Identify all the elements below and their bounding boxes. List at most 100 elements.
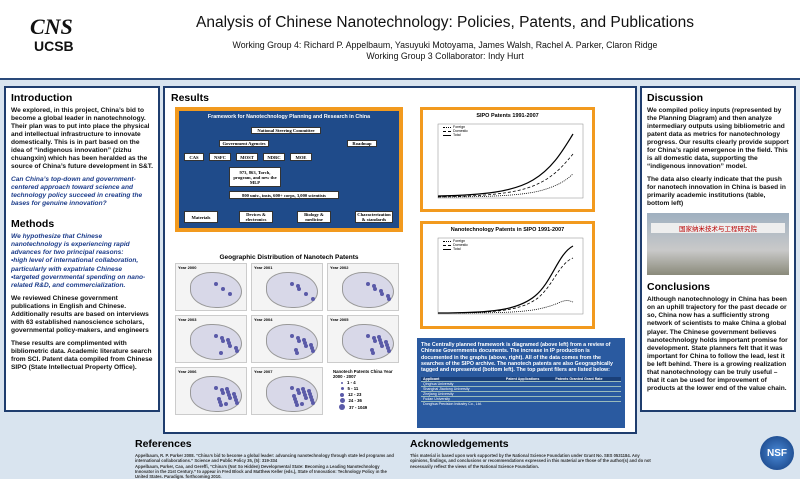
text: These results are complimented with bibl… xyxy=(11,340,153,372)
map-shape xyxy=(190,272,242,308)
legend-item: 24 - 36 xyxy=(333,398,403,403)
node: Roadmap xyxy=(347,140,377,147)
legend-swatch xyxy=(443,245,451,246)
legend-dot xyxy=(341,382,343,384)
map-dot xyxy=(377,335,381,339)
reference: Appelbaum, R. P. Parker 2008. “China’s b… xyxy=(135,453,395,464)
left-column: Introduction We explored, in this projec… xyxy=(4,86,160,412)
legend-dot xyxy=(341,387,344,390)
references: References Appelbaum, R. P. Parker 2008.… xyxy=(135,438,395,479)
map: Year 2002 xyxy=(327,263,399,311)
legend-item: Total xyxy=(443,133,468,137)
table-header-cell: Patents Granted Grant Rate xyxy=(553,377,621,382)
node: 973, 863, Torch, program, and new the ML… xyxy=(229,167,281,187)
map-grid: Year 2000 Year 2001 Year 2002 Year 2003 Year… xyxy=(175,263,403,423)
logo-top: CNS xyxy=(30,14,73,40)
text: We compiled policy inputs (represented b… xyxy=(647,107,789,171)
nano-chart-frame: Nanotechnology Patents in SIPO 1991-2007… xyxy=(420,221,595,329)
reference: Appelbaum, Parker, Cao, and Gereffi, “Ch… xyxy=(135,464,395,479)
map-dot xyxy=(379,289,383,293)
map-dot xyxy=(220,336,224,340)
legend-swatch xyxy=(443,241,451,242)
map-dot xyxy=(228,292,232,296)
nsf-logo: NSF xyxy=(760,436,794,470)
text: We explored, in this project, China’s bi… xyxy=(11,107,153,171)
map-dot xyxy=(219,351,223,355)
legend-label: 12 - 23 xyxy=(348,392,361,397)
map-year: Year 2001 xyxy=(254,265,272,270)
legend-dot xyxy=(340,398,345,403)
node: NDRC xyxy=(263,153,285,161)
text: The data also clearly indicate that the … xyxy=(647,176,789,208)
node: Biology & medicine xyxy=(297,211,331,223)
collaborator: Working Group 3 Collaborator: Indy Hurt xyxy=(160,51,730,61)
map-shape xyxy=(190,324,242,360)
map: Year 2007 xyxy=(251,367,323,415)
legend-item: 37 - 1049 xyxy=(333,404,403,410)
map-dot xyxy=(214,282,218,286)
legend-label: 5 - 11 xyxy=(348,386,359,391)
map-dot xyxy=(296,388,300,392)
results: Results Framework for Nanotechnology Pla… xyxy=(163,86,637,434)
right-column: Discussion We compiled policy inputs (re… xyxy=(640,86,796,412)
map-dot xyxy=(302,338,306,342)
map-year: Year 2003 xyxy=(178,317,196,322)
authors: Working Group 4: Richard P. Appelbaum, Y… xyxy=(160,40,730,50)
map-shape xyxy=(342,272,394,308)
node: Devices & electronics xyxy=(239,211,273,223)
text: We reviewed Chinese government publicati… xyxy=(11,295,153,335)
map-dot xyxy=(386,294,390,298)
legend-item: 12 - 23 xyxy=(333,392,403,397)
map: Year 2004 xyxy=(251,315,323,363)
text: Can China’s top-down and government-cent… xyxy=(11,176,153,208)
node: CAS xyxy=(184,153,204,161)
node: Characterization & standards xyxy=(355,211,393,223)
map-dot xyxy=(370,348,374,352)
map: Year 2005 xyxy=(327,315,399,363)
map-dot xyxy=(225,387,229,391)
acknowledgements: Acknowledgements This material is based … xyxy=(410,438,655,469)
table-row: Shanghai Jiaotong University xyxy=(421,386,621,391)
map-dot xyxy=(366,282,370,286)
table-header-cell: Patent Applications xyxy=(504,377,553,382)
heading: Acknowledgements xyxy=(410,438,655,450)
map-shape xyxy=(266,324,318,360)
map: Year 2001 xyxy=(251,263,323,311)
map-dot xyxy=(221,287,225,291)
map-dot xyxy=(384,340,388,344)
map-year: Year 2004 xyxy=(254,317,272,322)
text: Although nanotechnology in China has bee… xyxy=(647,296,789,392)
legend-label: 1 - 4 xyxy=(347,380,356,385)
map: Year 2000 xyxy=(175,263,247,311)
map-dot xyxy=(301,387,305,391)
legend-dot xyxy=(339,404,345,410)
map-dot xyxy=(234,346,238,350)
text: •high level of international collaborati… xyxy=(11,257,153,273)
legend-item: 1 - 4 xyxy=(333,380,403,385)
legend-label: Total xyxy=(453,247,461,251)
legend-swatch xyxy=(443,127,451,128)
map-dot xyxy=(307,389,311,393)
node: National Steering Committee xyxy=(251,127,321,134)
framework: Framework for Nanotechnology Planning an… xyxy=(175,107,403,232)
node: 800 univ., insts, 600+ corps, 3,000 scie… xyxy=(229,191,339,199)
map-year: Year 2005 xyxy=(330,317,348,322)
header: CNS UCSB Analysis of Chinese Nanotechnol… xyxy=(0,0,800,80)
map-dot xyxy=(224,402,228,406)
map: Year 2006 xyxy=(175,367,247,415)
map-year: Year 2007 xyxy=(254,369,272,374)
title: Analysis of Chinese Nanotechnology: Poli… xyxy=(160,14,730,32)
framework-title: Framework for Nanotechnology Planning an… xyxy=(179,114,399,120)
text: We hypothesize that Chinese nanotechnolo… xyxy=(11,233,153,257)
logo-bottom: UCSB xyxy=(34,38,74,54)
map: Year 2003 xyxy=(175,315,247,363)
table-row: Qinghua University xyxy=(421,381,621,386)
map-dot xyxy=(372,336,376,340)
map-dot xyxy=(290,334,294,338)
table-row: Zhejiang University xyxy=(421,391,621,396)
map-year: Year 2002 xyxy=(330,265,348,270)
